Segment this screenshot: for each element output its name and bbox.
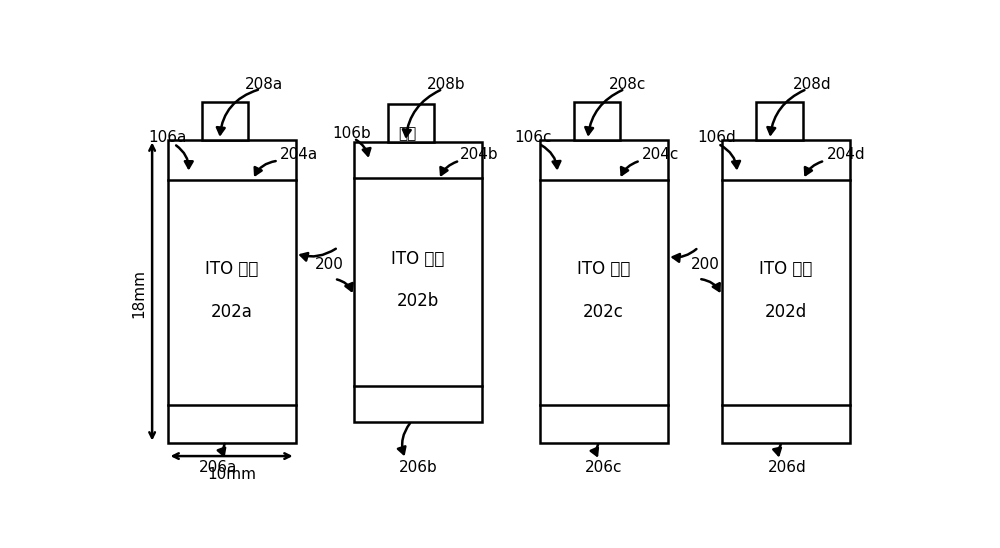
Text: 204b: 204b bbox=[460, 147, 498, 162]
Text: 204d: 204d bbox=[826, 147, 865, 162]
Text: 106a: 106a bbox=[148, 130, 187, 145]
Text: 208d: 208d bbox=[793, 77, 832, 92]
FancyArrowPatch shape bbox=[720, 145, 740, 168]
Text: 208c: 208c bbox=[609, 77, 647, 92]
FancyArrowPatch shape bbox=[773, 444, 781, 455]
FancyArrowPatch shape bbox=[356, 140, 370, 156]
Text: 206b: 206b bbox=[399, 460, 437, 475]
FancyArrowPatch shape bbox=[585, 90, 622, 134]
Bar bbox=[722, 140, 850, 443]
FancyArrowPatch shape bbox=[176, 145, 193, 168]
Text: 200: 200 bbox=[314, 256, 343, 272]
FancyArrowPatch shape bbox=[673, 249, 696, 262]
Bar bbox=[756, 101, 803, 140]
Text: 106b: 106b bbox=[333, 126, 371, 141]
Bar bbox=[388, 104, 434, 142]
FancyArrowPatch shape bbox=[217, 90, 258, 134]
Text: 18mm: 18mm bbox=[131, 269, 146, 318]
FancyArrowPatch shape bbox=[255, 161, 276, 175]
Text: ITO 玻璃: ITO 玻璃 bbox=[391, 250, 444, 268]
FancyArrowPatch shape bbox=[403, 90, 440, 136]
Text: 200: 200 bbox=[691, 256, 720, 272]
Bar bbox=[574, 101, 620, 140]
Text: 电线: 电线 bbox=[398, 126, 416, 141]
Text: 202b: 202b bbox=[396, 292, 439, 310]
Text: 208a: 208a bbox=[245, 77, 283, 92]
Bar bbox=[354, 142, 482, 423]
Text: 202a: 202a bbox=[211, 302, 252, 321]
Bar bbox=[540, 140, 668, 443]
Text: 204a: 204a bbox=[280, 147, 318, 162]
FancyArrowPatch shape bbox=[701, 279, 720, 291]
FancyArrowPatch shape bbox=[218, 444, 225, 455]
FancyArrowPatch shape bbox=[805, 162, 822, 175]
Text: 106c: 106c bbox=[514, 130, 552, 145]
FancyArrowPatch shape bbox=[337, 279, 353, 291]
FancyArrowPatch shape bbox=[591, 444, 598, 455]
Text: 206c: 206c bbox=[585, 460, 623, 475]
Bar bbox=[168, 140, 296, 443]
Text: 208b: 208b bbox=[427, 77, 466, 92]
FancyArrowPatch shape bbox=[398, 423, 410, 454]
Text: ITO 玻璃: ITO 玻璃 bbox=[577, 260, 630, 278]
Text: 106d: 106d bbox=[697, 130, 736, 145]
Text: ITO 玻璃: ITO 玻璃 bbox=[205, 260, 258, 278]
Bar bbox=[202, 101, 248, 140]
Text: 206a: 206a bbox=[199, 460, 237, 475]
FancyArrowPatch shape bbox=[440, 162, 457, 175]
Text: 202c: 202c bbox=[583, 302, 624, 321]
Text: 206d: 206d bbox=[768, 460, 807, 475]
FancyArrowPatch shape bbox=[621, 162, 638, 175]
FancyArrowPatch shape bbox=[767, 90, 804, 134]
Text: 202d: 202d bbox=[765, 302, 807, 321]
Text: 204c: 204c bbox=[642, 147, 679, 162]
FancyArrowPatch shape bbox=[301, 249, 336, 260]
Text: ITO 玻璃: ITO 玻璃 bbox=[759, 260, 812, 278]
FancyArrowPatch shape bbox=[541, 145, 560, 168]
Text: 10mm: 10mm bbox=[207, 467, 256, 482]
